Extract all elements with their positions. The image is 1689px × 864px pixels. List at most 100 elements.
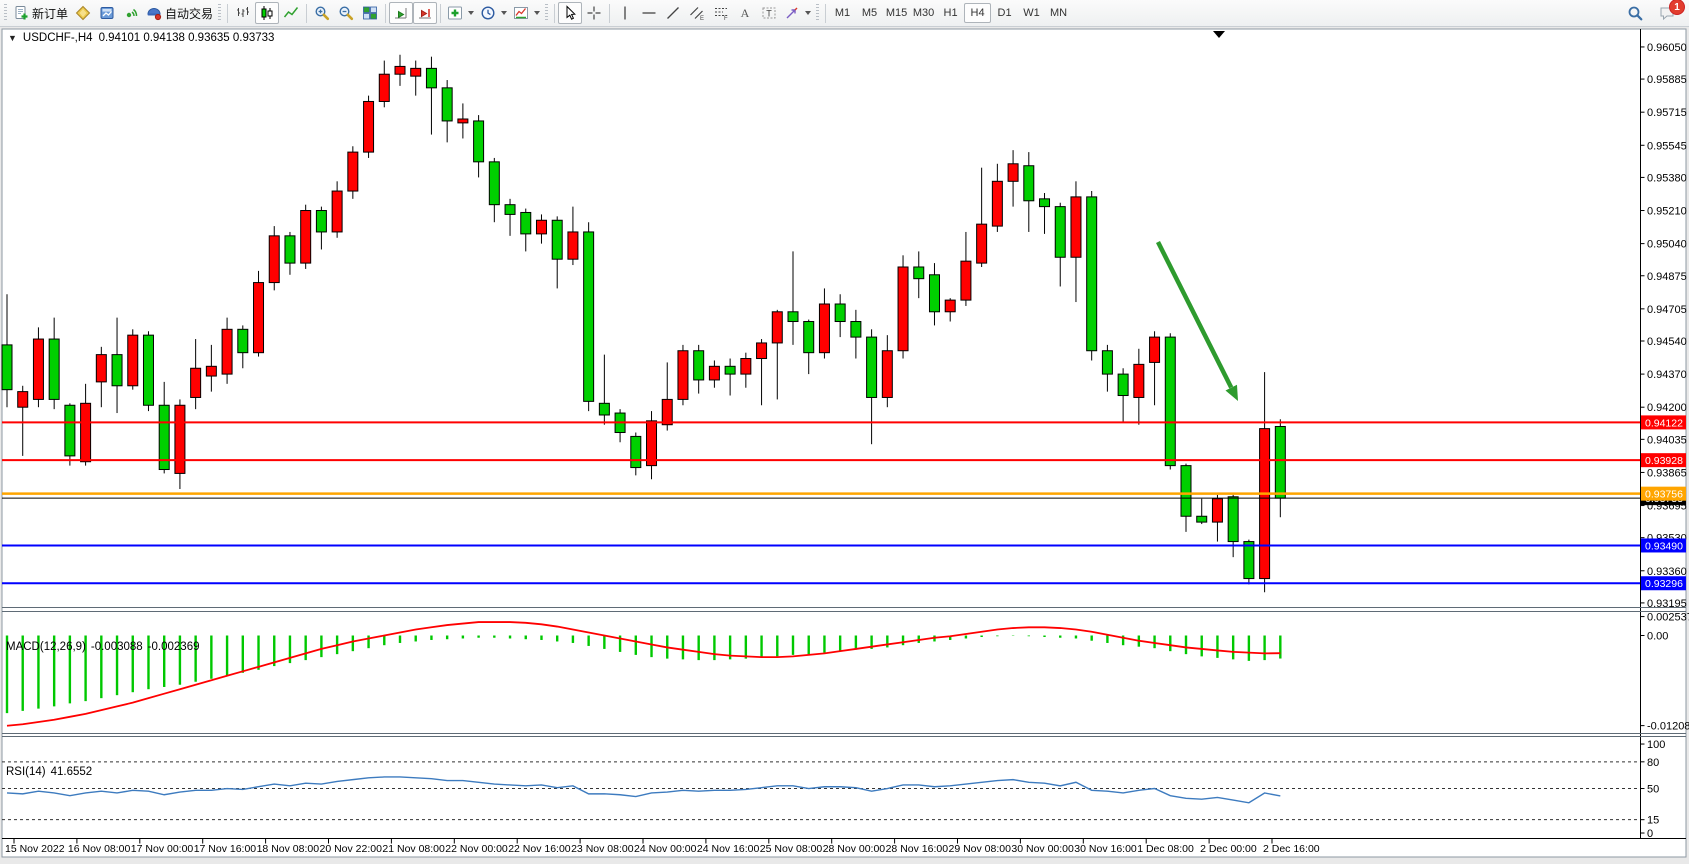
candle [897, 266, 909, 352]
profiles-button[interactable] [95, 2, 119, 24]
auto-scroll-button[interactable] [389, 2, 414, 24]
tile-windows-button[interactable] [358, 2, 382, 24]
price-line-tag [1641, 576, 1686, 591]
toolbar-separator [609, 3, 611, 23]
timeframe-button-MN[interactable]: MN [1049, 7, 1068, 19]
candle [1227, 496, 1239, 543]
candle [1133, 363, 1145, 398]
macd-pane[interactable] [5, 621, 1282, 727]
rsi-tick-label: 15 [1647, 815, 1659, 827]
time-tick-label: 17 Nov 16:00 [194, 843, 257, 855]
candle [834, 303, 846, 323]
price-tick-label: 0.94705 [1647, 304, 1687, 316]
candle [363, 100, 375, 153]
time-tick-label: 28 Nov 00:00 [823, 843, 886, 855]
clock-icon [481, 6, 495, 20]
toolbar-grip[interactable] [218, 4, 222, 22]
bar-chart-type-button[interactable] [231, 2, 255, 24]
timeframe-button-M15[interactable]: M15 [885, 7, 908, 19]
indicators-button[interactable] [444, 2, 477, 24]
text-label-tool-button[interactable]: T [757, 2, 781, 24]
crosshair-tool-button[interactable] [582, 2, 606, 24]
price-line-tag [1641, 538, 1686, 553]
main-pane[interactable] [1, 54, 1641, 593]
price-tick-label: 0.94200 [1647, 402, 1687, 414]
toolbar-grip[interactable] [816, 4, 820, 22]
chart-shift-marker[interactable] [1213, 31, 1225, 38]
crosshair-icon [587, 6, 601, 20]
rsi-line [6, 776, 1281, 804]
candle [881, 350, 893, 398]
candle [1023, 165, 1035, 202]
candle [677, 350, 689, 400]
toolbar-grip[interactable] [545, 4, 549, 22]
price-chart[interactable]: 0.96050 0.95885 0.95715 0.95545 0.95380 0.952… [0, 28, 1689, 864]
fibonacci-tool-button[interactable]: F [709, 2, 733, 24]
timeframe-button-W1[interactable]: W1 [1023, 7, 1040, 19]
chart-shift-button[interactable] [413, 2, 438, 24]
rsi-name: RSI(14) [6, 766, 46, 778]
timeframe-button-D1[interactable]: D1 [997, 7, 1012, 19]
timeframe-button-M5[interactable]: M5 [861, 7, 878, 19]
candle [1007, 163, 1019, 182]
vertical-line-tool-button[interactable] [613, 2, 637, 24]
timeframe-button-M1[interactable]: M1 [834, 7, 851, 19]
horizontal-line-tool-button[interactable] [637, 2, 661, 24]
candle [300, 210, 312, 264]
time-tick-label: 2 Dec 00:00 [1200, 843, 1257, 855]
timeframe-group: M1 M5 M15 M30 H1 H4 D1 W1 MN [829, 3, 1072, 23]
time-axis[interactable]: 15 Nov 2022 16 Nov 08:00 17 Nov 00:00 17 No… [2, 838, 1686, 856]
price-line-tag [1641, 486, 1686, 501]
price-line-tag [1641, 415, 1686, 430]
arrows-tool-button[interactable] [781, 2, 814, 24]
timeframe-button-M30[interactable]: M30 [912, 7, 935, 19]
candle [818, 303, 830, 354]
candle [488, 161, 500, 206]
candle [111, 354, 123, 387]
candlestick-chart-type-button[interactable] [255, 2, 280, 24]
periods-button[interactable] [477, 2, 510, 24]
candle [64, 404, 76, 457]
new-order-button[interactable]: 新订单 [10, 2, 71, 24]
one-click-trading-toggle[interactable]: ▼ [8, 32, 17, 43]
candle [1211, 498, 1223, 523]
toolbar-grip[interactable] [4, 4, 7, 22]
timeframe-button-H1[interactable]: H1 [943, 7, 958, 19]
candle [740, 358, 752, 375]
rsi-pane[interactable] [2, 761, 1641, 821]
macd-indicator-label: MACD(12,26,9) -0.003088 -0.002369 [6, 641, 199, 653]
new-chart-button[interactable] [71, 2, 95, 24]
macd-value: -0.003088 [90, 641, 143, 653]
notifications-button[interactable]: 1 [1655, 0, 1685, 24]
auto-trading-icon [147, 7, 162, 21]
time-tick-label: 29 Nov 08:00 [949, 843, 1012, 855]
price-axis[interactable]: 0.96050 0.95885 0.95715 0.95545 0.95380 0.952… [1640, 29, 1689, 840]
price-tick-label: 0.95040 [1647, 239, 1687, 251]
rsi-tick-label: 50 [1647, 784, 1659, 796]
dropdown-caret-icon [805, 11, 812, 15]
cursor-tool-button[interactable] [558, 2, 583, 24]
line-chart-type-button[interactable] [279, 2, 303, 24]
time-tick-label: 17 Nov 00:00 [131, 843, 194, 855]
candle [976, 223, 988, 264]
down-arrow-annotation[interactable] [1155, 240, 1238, 401]
indicators-icon [448, 6, 463, 20]
macd-tick-label: 0.002537 [1647, 612, 1689, 624]
signals-button[interactable] [119, 2, 143, 24]
trendline-tool-button[interactable] [661, 2, 685, 24]
zoom-in-button[interactable] [310, 2, 334, 24]
auto-trading-button[interactable]: 自动交易 [143, 2, 216, 24]
zoom-out-button[interactable] [334, 2, 358, 24]
candle [803, 321, 815, 354]
search-button[interactable] [1623, 2, 1647, 24]
time-tick-label: 23 Nov 08:00 [571, 843, 634, 855]
candle [1039, 198, 1051, 208]
price-line-tag-label: 0.94122 [1645, 417, 1683, 429]
text-tool-button[interactable]: A [733, 2, 757, 24]
timeframe-button-H4[interactable]: H4 [964, 3, 992, 23]
templates-button[interactable] [510, 2, 543, 24]
candle [913, 266, 925, 280]
price-tick-label: 0.93865 [1647, 467, 1687, 479]
equidistant-channel-tool-button[interactable]: E [685, 2, 709, 24]
candle [473, 120, 485, 163]
